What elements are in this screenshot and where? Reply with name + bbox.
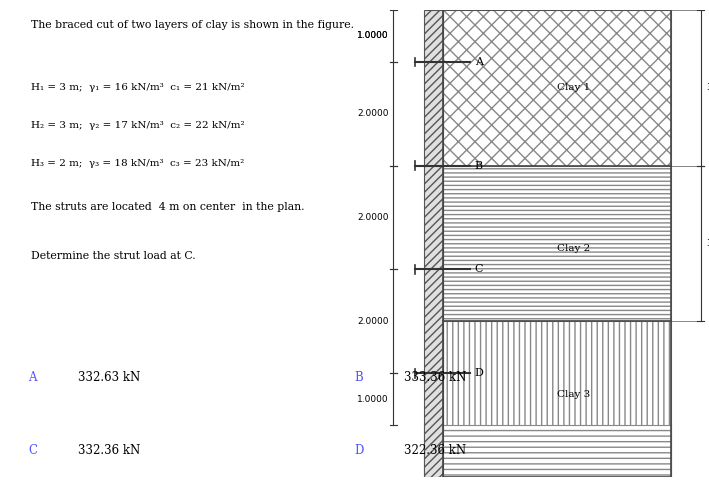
- Text: Determine the strut load at C.: Determine the strut load at C.: [31, 251, 196, 262]
- Text: 1.0000: 1.0000: [357, 395, 389, 404]
- Text: 1.0000: 1.0000: [357, 31, 389, 40]
- Bar: [423, 10, 443, 477]
- Text: Clay 3: Clay 3: [557, 390, 590, 399]
- Text: A: A: [28, 371, 37, 384]
- Bar: [443, 166, 671, 321]
- Bar: [423, 425, 671, 477]
- Text: 2.0000: 2.0000: [357, 109, 389, 118]
- Text: D: D: [354, 444, 364, 457]
- Text: 2.0000: 2.0000: [357, 317, 389, 326]
- Text: H₂ = 3 m;  γ₂ = 17 kN/m³  c₂ = 22 kN/m²: H₂ = 3 m; γ₂ = 17 kN/m³ c₂ = 22 kN/m²: [31, 121, 245, 130]
- Text: 3.0000: 3.0000: [706, 239, 709, 248]
- Text: Clay 2: Clay 2: [557, 244, 590, 253]
- Text: 333.36 kN: 333.36 kN: [404, 371, 467, 384]
- Text: H₁ = 3 m;  γ₁ = 16 kN/m³  c₁ = 21 kN/m²: H₁ = 3 m; γ₁ = 16 kN/m³ c₁ = 21 kN/m²: [31, 83, 245, 92]
- Text: 322.36 kN: 322.36 kN: [404, 444, 467, 457]
- Bar: [443, 321, 671, 477]
- Text: The struts are located  4 m on center  in the plan.: The struts are located 4 m on center in …: [31, 202, 305, 212]
- Text: A: A: [474, 56, 483, 67]
- Text: 2.0000: 2.0000: [357, 213, 389, 222]
- Text: 332.36 kN: 332.36 kN: [78, 444, 140, 457]
- Text: C: C: [474, 264, 483, 275]
- Text: H₃ = 2 m;  γ₃ = 18 kN/m³  c₃ = 23 kN/m²: H₃ = 2 m; γ₃ = 18 kN/m³ c₃ = 23 kN/m²: [31, 159, 245, 168]
- Text: The braced cut of two layers of clay is shown in the figure.: The braced cut of two layers of clay is …: [31, 19, 354, 30]
- Text: Clay 1: Clay 1: [557, 83, 590, 92]
- Text: D: D: [474, 368, 484, 378]
- Text: C: C: [28, 444, 38, 457]
- Text: 332.63 kN: 332.63 kN: [78, 371, 140, 384]
- Text: B: B: [354, 371, 363, 384]
- Bar: [443, 10, 671, 166]
- Text: B: B: [474, 161, 483, 170]
- Bar: [443, 10, 671, 477]
- Text: 3.0000: 3.0000: [706, 83, 709, 92]
- Text: 1.0000: 1.0000: [357, 31, 389, 40]
